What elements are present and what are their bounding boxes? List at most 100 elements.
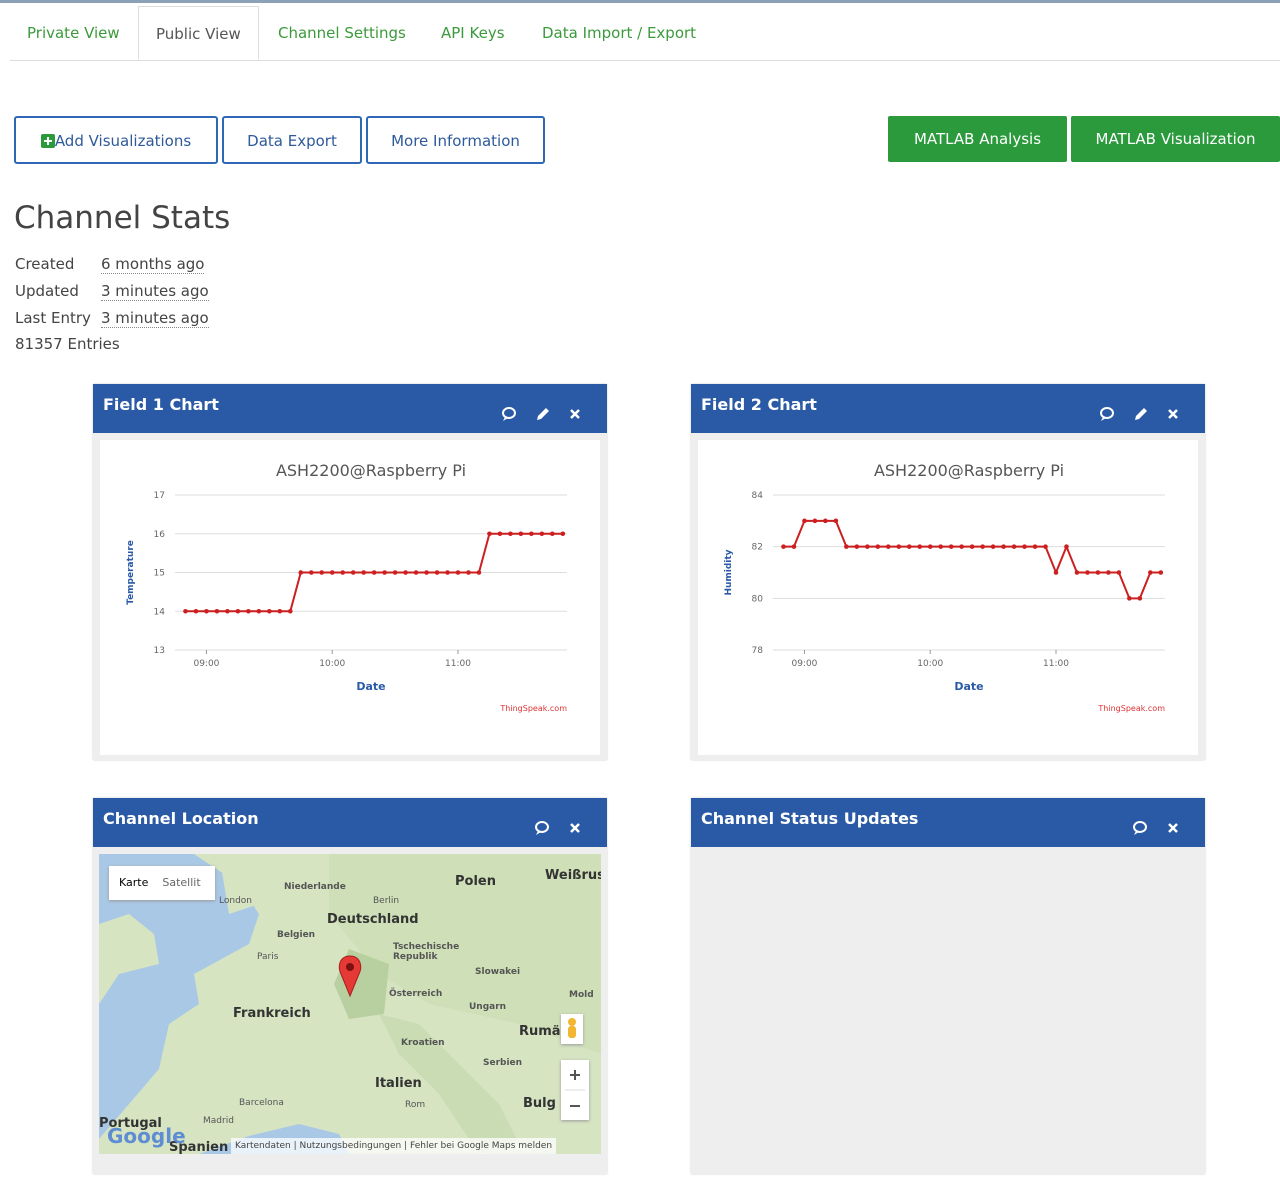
tab[interactable]: Private View — [27, 24, 120, 42]
comment-icon[interactable] — [535, 821, 549, 835]
x-tick-label: 11:00 — [1043, 659, 1069, 669]
data-point — [1064, 544, 1069, 549]
icon-shape — [570, 409, 580, 419]
edit-icon[interactable] — [1135, 408, 1147, 420]
x-tick-label: 11:00 — [445, 659, 471, 669]
data-point — [340, 570, 346, 575]
stat-row: Created 6 months ago — [15, 255, 205, 274]
comment-icon[interactable] — [502, 407, 516, 421]
y-tick-label: 13 — [154, 646, 165, 656]
icon-shape — [535, 821, 549, 833]
matlab-visualization-button[interactable]: MATLAB Visualization — [1071, 116, 1280, 162]
data-point — [308, 570, 314, 575]
header-icons — [1100, 407, 1178, 421]
matlab-analysis-button[interactable]: MATLAB Analysis — [888, 116, 1067, 162]
tab[interactable]: Public View — [138, 6, 259, 60]
map-mode[interactable]: Satellit — [162, 876, 201, 889]
data-point — [854, 544, 860, 549]
data-point — [392, 570, 398, 575]
data-point — [246, 608, 251, 614]
data-point — [990, 544, 996, 549]
map-label: Weißrus — [545, 868, 601, 883]
close-icon[interactable] — [570, 409, 580, 419]
map-label: Slowakei — [475, 967, 521, 977]
stats-title: Channel Stats — [14, 200, 231, 236]
map-label: Belgien — [277, 930, 316, 940]
add-visualizations-button[interactable]: Add Visualizations — [14, 116, 218, 164]
zoom-control[interactable] — [561, 1060, 589, 1120]
y-tick-label: 16 — [154, 530, 166, 540]
tab[interactable]: Data Import / Export — [542, 24, 697, 42]
y-tick-label: 15 — [154, 569, 165, 579]
chart-card: ASH2200@Raspberry Pi 78 80 82 84 09:00 10:00 11… — [698, 440, 1198, 755]
stat-value: 6 months ago — [101, 255, 205, 274]
data-point — [906, 544, 912, 549]
chart: ASH2200@Raspberry Pi 13 14 15 16 17 09:00 10:00… — [126, 461, 567, 713]
header-icons — [1133, 821, 1178, 835]
credit: ThingSpeak.com — [499, 704, 567, 713]
data-point — [193, 608, 199, 614]
icons — [527, 812, 593, 854]
data-point — [938, 544, 944, 549]
map-mode[interactable]: Karte — [119, 876, 149, 889]
stat-value: 3 minutes ago — [101, 309, 209, 328]
icon-shape — [1168, 823, 1178, 833]
data-point — [455, 570, 461, 575]
map-footer-link[interactable]: Kartendaten — [235, 1141, 291, 1151]
close-icon[interactable] — [1168, 823, 1178, 833]
map-label: Paris — [257, 952, 279, 962]
more-information-button[interactable]: More Information — [366, 116, 545, 164]
credit: ThingSpeak.com — [1097, 704, 1165, 713]
data-point — [298, 570, 304, 575]
x-axis-label: Date — [954, 680, 983, 693]
tab[interactable]: API Keys — [441, 24, 505, 42]
data-point — [235, 608, 241, 614]
y-tick-label: 78 — [752, 646, 764, 656]
data-point — [1074, 570, 1080, 575]
map-label: Kroatien — [401, 1038, 445, 1048]
stat-label: Last Entry — [15, 309, 91, 327]
widget-header: Channel Status Updates — [691, 798, 1205, 847]
close-icon[interactable] — [1168, 409, 1178, 419]
edit-icon[interactable] — [537, 408, 549, 420]
stat-entries: 81357 Entries — [15, 335, 120, 353]
button-label: Add Visualizations — [54, 132, 192, 150]
pegman-icon — [568, 1018, 576, 1038]
data-point — [980, 544, 985, 549]
map-label: Deutschland — [327, 912, 419, 927]
pegman[interactable] — [561, 1014, 583, 1044]
y-axis-label: Temperature — [126, 540, 136, 605]
header-icons — [502, 407, 580, 421]
widget-header: Field 1 Chart — [93, 384, 607, 433]
map[interactable]: Karte Satellit Polen Deutschland Frankrei… — [99, 854, 601, 1154]
data-point — [424, 570, 429, 575]
map-marker[interactable] — [337, 954, 363, 998]
map-footer-link[interactable]: Fehler bei Google Maps melden — [410, 1141, 553, 1151]
icons — [1125, 812, 1191, 854]
data-point — [287, 608, 293, 614]
map-label: Serbien — [483, 1058, 523, 1068]
data-point — [382, 570, 387, 575]
map-footer-link[interactable]: Nutzungsbedingungen — [299, 1141, 402, 1151]
map-label: Niederlande — [284, 882, 346, 892]
stat-row: Updated 3 minutes ago — [15, 282, 209, 301]
widget: Field 1 Chart ASH2200@Raspberry Pi 13 14 15… — [93, 384, 607, 760]
data-point — [183, 608, 188, 614]
comment-icon[interactable] — [1100, 407, 1114, 421]
tab[interactable]: Channel Settings — [278, 24, 406, 42]
map-label: Madrid — [203, 1116, 234, 1126]
icon-shape — [1134, 831, 1139, 835]
data-point — [434, 570, 440, 575]
map-label: London — [219, 896, 252, 906]
close-icon[interactable] — [570, 823, 580, 833]
data-point — [350, 570, 356, 575]
data-point — [865, 544, 870, 549]
data-export-button[interactable]: Data Export — [222, 116, 362, 164]
data-point — [969, 544, 975, 549]
x-tick-label: 09:00 — [791, 659, 817, 669]
icon-shape — [1168, 409, 1178, 419]
map-label: Spanien — [169, 1140, 229, 1154]
chart-title: ASH2200@Raspberry Pi — [874, 461, 1064, 480]
comment-icon[interactable] — [1133, 821, 1147, 835]
data-point — [885, 544, 891, 549]
